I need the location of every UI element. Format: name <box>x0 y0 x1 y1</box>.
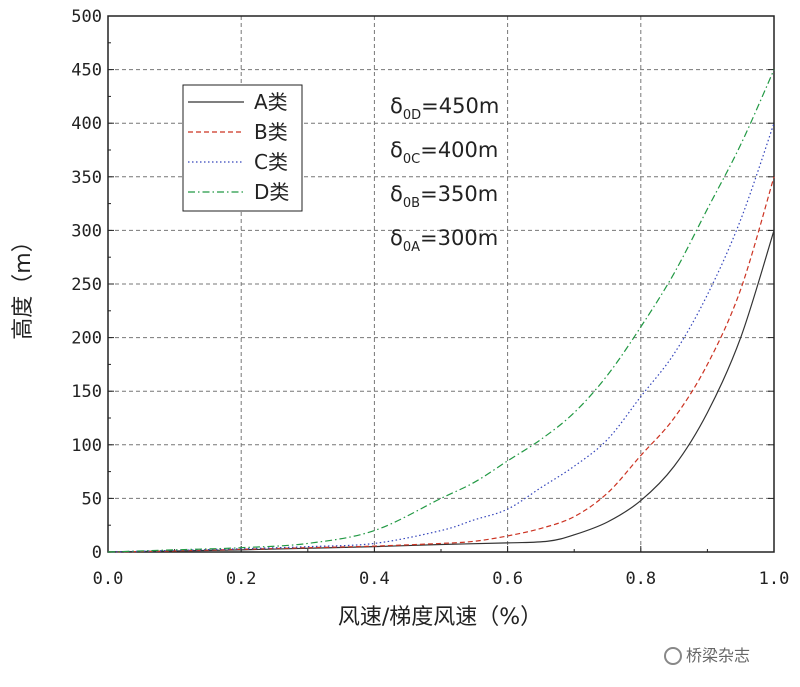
x-tick-label: 0.8 <box>625 569 656 589</box>
y-tick-label: 500 <box>71 7 102 27</box>
legend-label-2: B类 <box>254 120 288 144</box>
x-axis-title: 风速/梯度风速（%） <box>338 605 542 630</box>
x-tick-label: 1.0 <box>759 569 790 589</box>
y-tick-label: 200 <box>71 329 102 349</box>
legend: A类 B类 C类 D类 <box>182 84 303 212</box>
legend-label-4: D类 <box>254 180 289 204</box>
series-2-line <box>107 176 775 553</box>
x-tick-label: 0.2 <box>226 569 257 589</box>
y-tick-label: 150 <box>71 382 102 402</box>
series-lines <box>107 69 775 553</box>
series-4-line <box>107 69 775 553</box>
series-3-line <box>107 123 775 553</box>
axis-ticks <box>107 15 775 553</box>
x-tick-labels: 0.0 0.2 0.4 0.6 0.8 1.0 <box>93 569 790 589</box>
y-tick-labels: 0 50 100 150 200 250 300 350 400 450 500 <box>71 7 102 563</box>
grid <box>108 16 774 552</box>
series-1-line <box>107 230 775 553</box>
y-tick-label: 100 <box>71 436 102 456</box>
annotation-3: δ0B=350m <box>390 182 498 211</box>
legend-label-1: A类 <box>254 90 288 114</box>
wechat-icon <box>664 647 682 665</box>
annotation-1: δ0D=450m <box>390 94 499 123</box>
annotations: δ0D=450m δ0C=400m δ0B=350m δ0A=300m <box>390 94 499 255</box>
y-tick-label: 50 <box>82 489 102 509</box>
watermark-text: 桥梁杂志 <box>686 646 751 665</box>
x-tick-label: 0.6 <box>492 569 523 589</box>
annotation-4: δ0A=300m <box>390 226 498 255</box>
y-tick-label: 400 <box>71 114 102 134</box>
y-tick-label: 350 <box>71 168 102 188</box>
y-tick-label: 250 <box>71 275 102 295</box>
watermark: 桥梁杂志 <box>664 642 750 666</box>
legend-box <box>182 84 303 212</box>
y-tick-label: 0 <box>92 543 102 563</box>
x-tick-label: 0.4 <box>359 569 390 589</box>
y-tick-label: 450 <box>71 61 102 81</box>
x-tick-label: 0.0 <box>93 569 124 589</box>
y-tick-label: 300 <box>71 221 102 241</box>
y-axis-title: 高度（m） <box>11 230 36 339</box>
legend-label-3: C类 <box>254 150 288 174</box>
annotation-2: δ0C=400m <box>390 138 498 167</box>
